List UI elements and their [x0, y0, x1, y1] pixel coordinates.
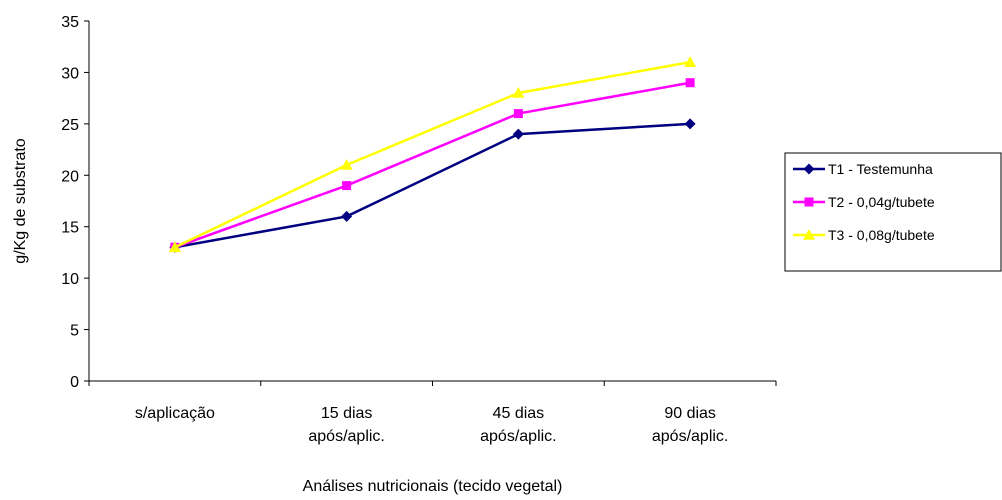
y-tick-label: 15 [61, 220, 79, 237]
series-2 [170, 78, 695, 252]
legend-item: T3 - 0,08g/tubete [793, 227, 935, 243]
y-tick-label: 20 [61, 168, 79, 185]
data-point [168, 241, 181, 253]
data-point [684, 56, 697, 67]
x-tick-label: s/aplicação [135, 405, 215, 422]
y-tick-label: 0 [70, 374, 79, 391]
data-point [512, 128, 524, 140]
series-1 [169, 118, 696, 253]
y-tick-label: 25 [61, 117, 79, 134]
series-line [174, 122, 691, 249]
plot-area [168, 56, 697, 253]
legend-label: T3 - 0,08g/tubete [828, 227, 935, 243]
data-point [513, 109, 523, 119]
legend-label: T1 - Testemunha [828, 161, 933, 177]
legend-item: T2 - 0,04g/tubete [793, 194, 935, 210]
x-axis-title: Análises nutricionais (tecido vegetal) [303, 478, 563, 495]
data-point [684, 118, 696, 130]
series-3 [168, 56, 697, 253]
data-point [340, 159, 353, 170]
y-axis-title: g/Kg de substrato [12, 138, 29, 264]
x-tick-label: 45 dias após/aplic. [480, 405, 557, 445]
y-tick-label: 30 [61, 65, 79, 82]
axes: 0 5 10 15 20 25 30 35 s/aplicação 15 dias após/apl… [12, 14, 777, 495]
y-tick-label: 5 [70, 323, 79, 340]
x-tick-label: 90 dias após/aplic. [652, 405, 729, 445]
data-point [342, 181, 352, 191]
legend-item: T1 - Testemunha [793, 161, 933, 177]
legend: T1 - Testemunha T2 - 0,04g/tubete T3 - 0,0… [784, 152, 1002, 272]
legend-marker [804, 197, 814, 207]
legend-label: T2 - 0,04g/tubete [828, 194, 935, 210]
series-line [174, 81, 691, 249]
series-line [174, 60, 691, 249]
y-tick-label: 35 [61, 14, 79, 31]
legend-box [784, 152, 1002, 272]
data-point [341, 210, 353, 222]
y-tick-label: 10 [61, 271, 79, 288]
legend-marker [803, 229, 815, 240]
x-tick-label: 15 dias após/aplic. [308, 405, 385, 445]
data-point [512, 87, 525, 98]
legend-marker [803, 163, 815, 175]
data-point [685, 78, 695, 88]
